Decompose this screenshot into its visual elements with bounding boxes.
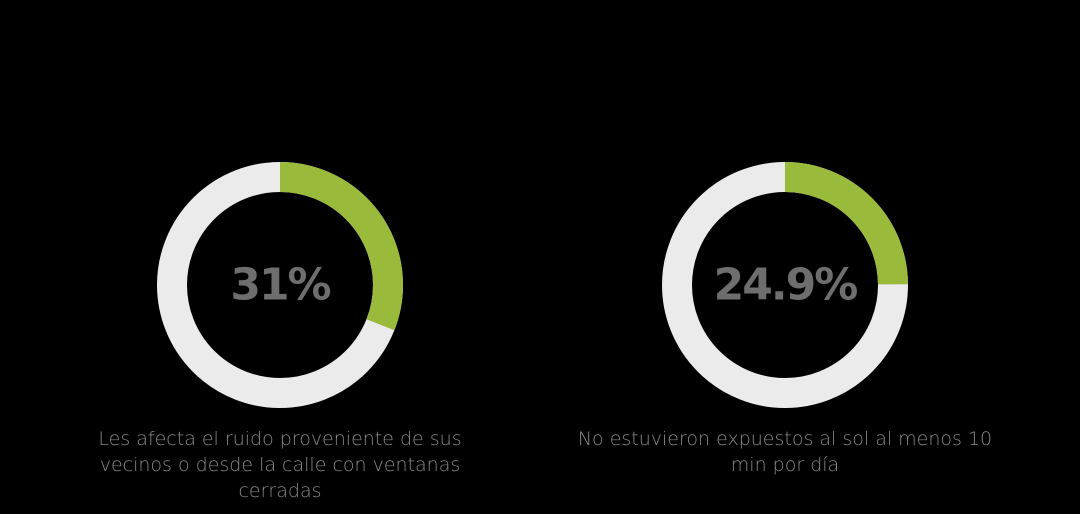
caption-noise: Les afecta el ruido proveniente de sus v… xyxy=(98,428,462,502)
percent-label: 24.9% xyxy=(714,260,858,311)
donut-chart-noise: 31% xyxy=(157,162,403,408)
donut-value-arc xyxy=(784,162,908,285)
caption-sun: No estuvieron expuestos al sol al menos … xyxy=(577,428,993,476)
percent-label: 31% xyxy=(230,260,330,311)
donut-value-arc xyxy=(279,162,403,331)
donut-chart-sun: 24.9% xyxy=(662,162,908,408)
